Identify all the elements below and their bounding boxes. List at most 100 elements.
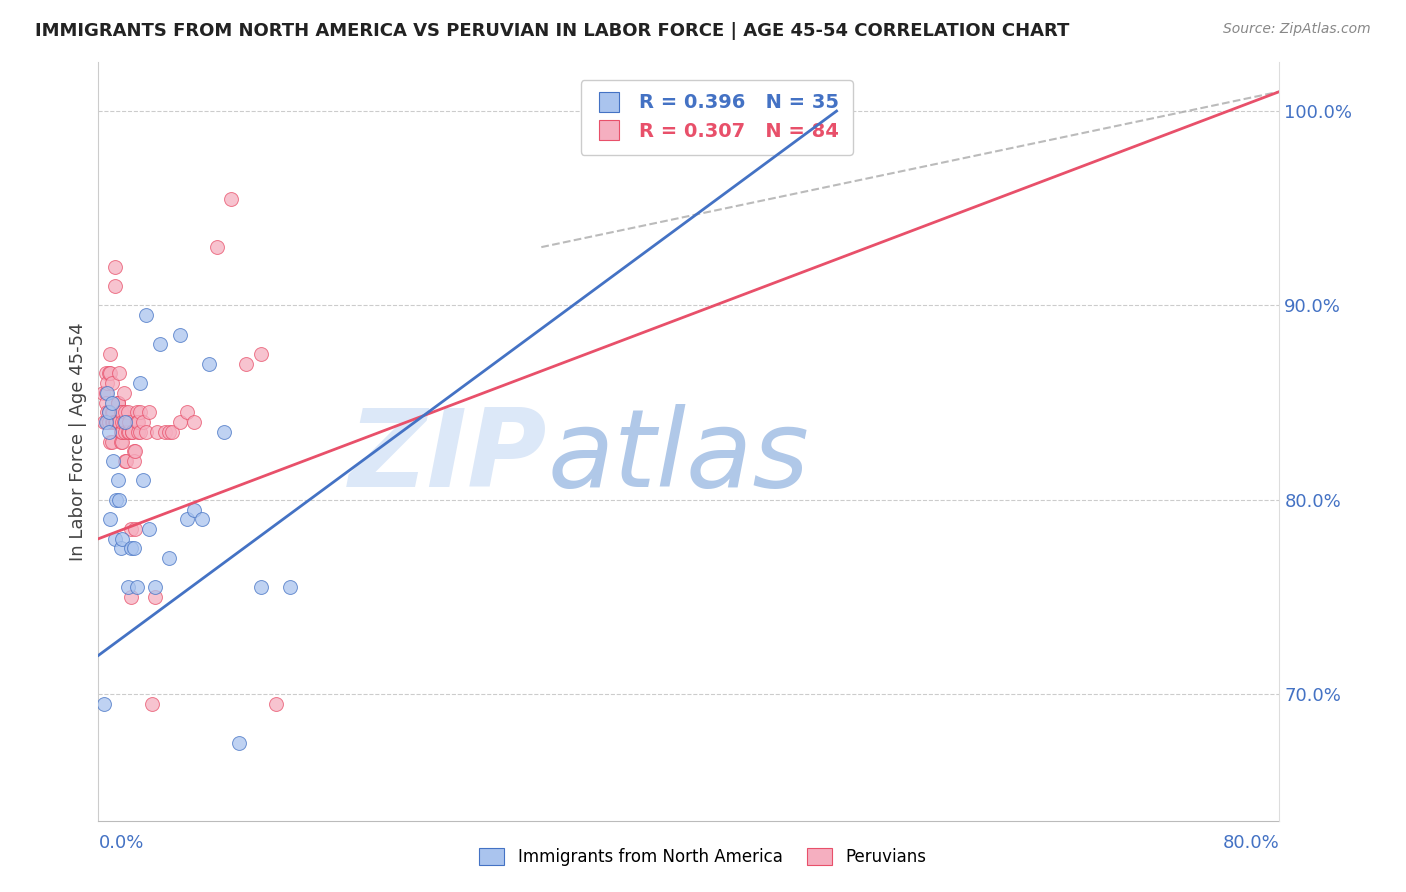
Point [120, 522, 142, 536]
Point [111, 425, 134, 439]
Text: Source: ZipAtlas.com: Source: ZipAtlas.com [1223, 22, 1371, 37]
Point [191, 512, 214, 526]
Point [100, 434, 122, 449]
Point [93, 415, 115, 429]
Point [96, 376, 118, 391]
Point [91, 386, 114, 401]
Point [112, 415, 135, 429]
Point [104, 532, 127, 546]
Point [94, 395, 117, 409]
Point [143, 590, 166, 604]
Point [132, 474, 155, 488]
Point [114, 405, 136, 419]
Point [107, 395, 129, 409]
Point [98, 434, 121, 449]
Point [125, 415, 148, 429]
Point [110, 405, 132, 419]
Point [105, 415, 128, 429]
Point [114, 425, 136, 439]
Point [107, 474, 129, 488]
Point [138, 405, 160, 419]
Point [176, 512, 198, 526]
Point [117, 580, 139, 594]
Point [146, 425, 169, 439]
Point [108, 367, 131, 381]
Point [228, 736, 250, 750]
Point [94, 415, 117, 429]
Point [97, 425, 120, 439]
Point [120, 590, 142, 604]
Point [97, 405, 120, 419]
Point [149, 337, 172, 351]
Point [205, 240, 228, 254]
Point [127, 415, 149, 429]
Point [96, 415, 118, 429]
Point [111, 532, 134, 546]
Point [100, 415, 122, 429]
Point [105, 415, 128, 429]
Point [132, 415, 155, 429]
Point [128, 405, 150, 419]
Point [111, 425, 134, 439]
Point [107, 395, 129, 409]
Point [176, 405, 198, 419]
Point [114, 454, 136, 468]
Point [235, 357, 257, 371]
Point [110, 425, 132, 439]
Point [264, 697, 287, 711]
Point [100, 395, 122, 409]
Point [105, 415, 128, 429]
Point [110, 425, 132, 439]
Point [115, 454, 138, 468]
Point [162, 425, 183, 439]
Point [250, 347, 273, 361]
Point [111, 415, 134, 429]
Point [98, 347, 121, 361]
Point [250, 580, 273, 594]
Point [100, 376, 122, 391]
Point [135, 425, 157, 439]
Point [108, 415, 131, 429]
Point [97, 415, 120, 429]
Point [118, 425, 141, 439]
Point [124, 444, 146, 458]
Point [111, 405, 134, 419]
Point [110, 541, 132, 556]
Point [122, 541, 145, 556]
Point [135, 308, 157, 322]
Point [198, 357, 221, 371]
Point [121, 425, 143, 439]
Point [104, 415, 127, 429]
Point [141, 697, 163, 711]
Point [221, 192, 243, 206]
Point [153, 425, 176, 439]
Point [128, 376, 150, 391]
Point [110, 434, 132, 449]
Point [93, 697, 115, 711]
Point [280, 580, 302, 594]
Point [143, 580, 166, 594]
Point [112, 386, 135, 401]
Point [96, 405, 118, 419]
Point [108, 492, 131, 507]
Point [103, 405, 125, 419]
Point [125, 405, 148, 419]
Point [125, 580, 148, 594]
Point [103, 415, 125, 429]
Point [127, 425, 149, 439]
Point [114, 415, 136, 429]
Point [169, 327, 191, 342]
Text: 80.0%: 80.0% [1223, 834, 1279, 852]
Point [100, 405, 122, 419]
Point [105, 492, 128, 507]
Point [103, 454, 125, 468]
Point [97, 415, 120, 429]
Point [104, 279, 127, 293]
Point [121, 425, 143, 439]
Point [120, 541, 142, 556]
Text: 0.0%: 0.0% [98, 834, 143, 852]
Point [97, 367, 120, 381]
Text: ZIP: ZIP [349, 404, 547, 509]
Point [157, 551, 180, 566]
Point [122, 454, 145, 468]
